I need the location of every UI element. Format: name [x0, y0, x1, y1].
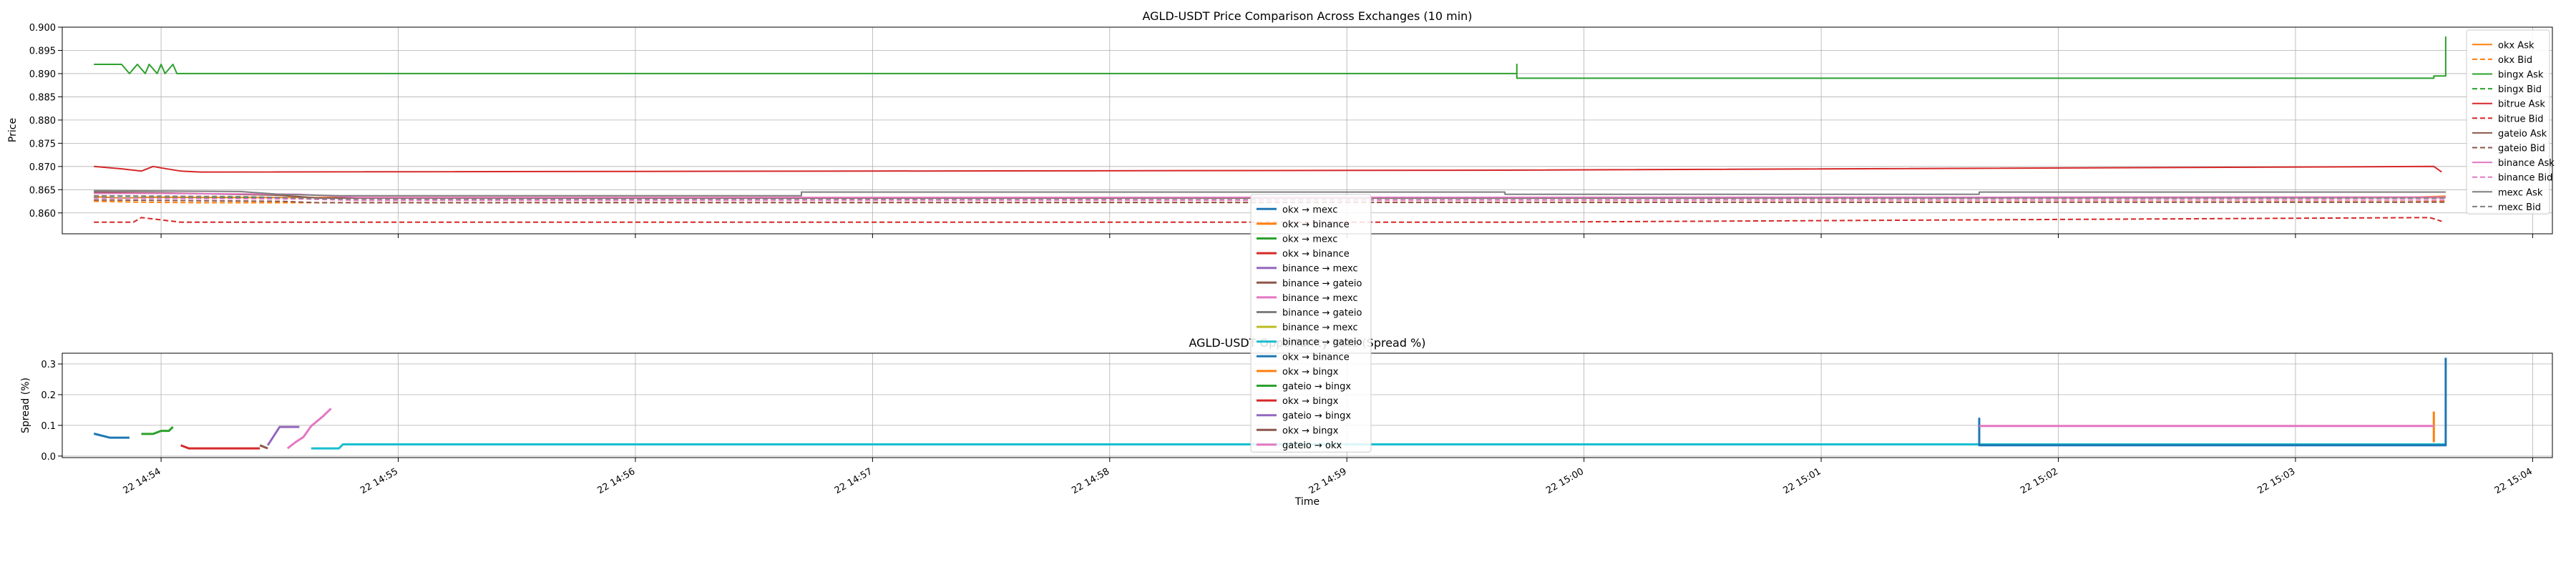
legend-label-gateio-to-okx: gateio → okx [1282, 440, 1342, 451]
x-tick-label: 22 14:54 [122, 466, 163, 496]
y-tick-label: 0.890 [29, 69, 56, 80]
series-line-binance-to-gateio [311, 443, 2446, 450]
x-tick-label: 22 14:58 [1070, 466, 1111, 496]
legend-label-gateio-to-bingx: gateio → bingx [1282, 411, 1351, 422]
series-line-okx-to-binance [180, 444, 260, 450]
series-line-bitrue-bid [94, 217, 2442, 223]
y-tick-label: 0.900 [29, 23, 56, 34]
series-line-mexc-bid [94, 194, 2446, 200]
y-tick-label: 0.875 [29, 139, 56, 149]
legend-label-bitrue-bid: bitrue Bid [2498, 114, 2543, 124]
series-line-bingx-ask [94, 36, 2446, 79]
legend-label-okx-to-bingx: okx → bingx [1282, 396, 1339, 407]
legend-label-binance-to-gateio: binance → gateio [1282, 278, 1362, 289]
x-tick-label: 22 14:59 [1307, 466, 1349, 496]
series-line-binance-bid [94, 197, 2446, 202]
y-tick-label: 0.865 [29, 185, 56, 196]
legend-label-okx-to-binance: okx → binance [1282, 220, 1350, 230]
legend-label-binance-to-gateio: binance → gateio [1282, 337, 1362, 348]
series-line-binance-to-gateio [259, 444, 268, 450]
series-line-mexc-ask [94, 189, 2446, 197]
x-tick-label: 22 15:02 [2019, 466, 2060, 496]
legend-label-okx-ask: okx Ask [2498, 40, 2534, 51]
legend-box [1250, 194, 1372, 453]
legend-label-binance-ask: binance Ask [2498, 158, 2555, 169]
legend-label-bingx-ask: bingx Ask [2498, 70, 2544, 81]
y-tick-label: 0.885 [29, 92, 56, 103]
series-line-okx-to-mexc [141, 426, 174, 435]
legend-label-okx-bid: okx Bid [2498, 55, 2532, 66]
legend-label-okx-to-bingx: okx → bingx [1282, 367, 1339, 378]
series-line-gateio-bid [94, 199, 2446, 204]
x-tick-label: 22 15:01 [1782, 466, 1823, 496]
spread-chart: 0.00.10.20.3 22 14:54 22 14:55 22 14:56 22 … [20, 194, 2553, 508]
legend-label-bingx-bid: bingx Bid [2498, 84, 2542, 95]
series-line-binance-to-mexc [286, 408, 332, 450]
legend-label-binance-to-mexc: binance → mexc [1282, 264, 1358, 275]
legend-label-okx-to-mexc: okx → mexc [1282, 204, 1337, 215]
legend-box [2466, 29, 2550, 214]
y-tick-label: 0.880 [29, 116, 56, 127]
legend-label-gateio-bid: gateio Bid [2498, 144, 2545, 154]
spread-y-axis-label: Spread (%) [20, 378, 31, 433]
spread-legend: okx → mexc okx → binance okx → mexc okx → b… [1250, 194, 1372, 453]
y-tick-label: 0.3 [41, 360, 56, 370]
spread-x-ticks: 22 14:54 22 14:55 22 14:56 22 14:57 22 14:58… [122, 458, 2534, 496]
y-tick-label: 0.860 [29, 209, 56, 220]
spread-series [93, 358, 2447, 450]
price-y-axis-label: Price [7, 118, 19, 142]
legend-label-binance-to-gateio: binance → gateio [1282, 308, 1362, 319]
price-legend: okx Ask okx Bid bingx Ask bingx Bid bitrue A… [2466, 29, 2555, 214]
x-tick-label: 22 15:04 [2493, 466, 2534, 496]
series-line-binance-to-mexc [266, 425, 300, 446]
x-tick-label: 22 14:55 [358, 466, 400, 496]
legend-label-binance-to-mexc: binance → mexc [1282, 322, 1358, 333]
legend-label-mexc-ask: mexc Ask [2498, 187, 2543, 198]
legend-label-okx-to-bingx: okx → bingx [1282, 425, 1339, 436]
y-tick-label: 0.1 [41, 421, 56, 432]
legend-label-okx-to-binance: okx → binance [1282, 249, 1350, 260]
legend-label-binance-bid: binance Bid [2498, 173, 2552, 184]
series-line-okx-to-mexc [93, 433, 130, 439]
spread-y-ticks: 0.0 0.1 0.2 0.3 [41, 360, 62, 463]
legend-label-bitrue-ask: bitrue Ask [2498, 99, 2545, 110]
series-line-bitrue-ask [94, 165, 2442, 173]
legend-label-gateio-to-bingx: gateio → bingx [1282, 382, 1351, 393]
legend-label-binance-to-mexc: binance → mexc [1282, 293, 1358, 304]
y-tick-label: 0.870 [29, 162, 56, 173]
y-tick-label: 0.2 [41, 390, 56, 401]
legend-label-gateio-ask: gateio Ask [2498, 129, 2547, 139]
legend-label-mexc-bid: mexc Bid [2498, 202, 2541, 213]
y-tick-label: 0.895 [29, 46, 56, 56]
y-tick-label: 0.0 [41, 452, 56, 463]
series-line-okx-to-binance [1978, 358, 2447, 447]
price-chart-title: AGLD-USDT Price Comparison Across Exchan… [1142, 9, 1472, 23]
x-tick-label: 22 15:00 [1544, 466, 1586, 496]
x-tick-label: 22 14:56 [595, 466, 637, 496]
price-y-ticks: 0.860 0.865 0.870 0.875 0.880 0.885 0.890 0.895… [29, 23, 62, 220]
x-tick-label: 22 15:03 [2255, 466, 2297, 496]
price-series [94, 36, 2446, 223]
spread-x-axis-label: Time [1294, 496, 1319, 508]
x-tick-label: 22 14:57 [833, 466, 874, 496]
legend-label-okx-to-binance: okx → binance [1282, 352, 1350, 363]
legend-label-okx-to-mexc: okx → mexc [1282, 235, 1337, 245]
